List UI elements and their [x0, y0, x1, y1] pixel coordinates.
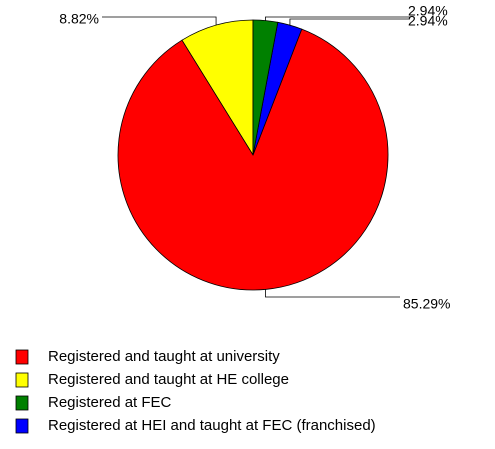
- legend-label: Registered at FEC: [48, 394, 172, 411]
- pie-slice: [252, 19, 279, 156]
- legend-swatch: [15, 418, 29, 434]
- leader-line: [265, 16, 410, 21]
- legend-swatch: [15, 372, 29, 388]
- legend-swatch: [15, 349, 29, 365]
- legend-swatch: [15, 395, 29, 411]
- legend-label: Registered at HEI and taught at FEC (fra…: [48, 417, 376, 434]
- leader-line: [265, 289, 400, 298]
- legend-label: Registered and taught at HE college: [48, 371, 289, 388]
- legend-label: Registered and taught at university: [48, 348, 280, 365]
- data-label: 2.94%: [408, 13, 448, 29]
- data-label: 2.94%: [408, 3, 448, 19]
- leader-line: [289, 18, 410, 26]
- leader-line: [102, 16, 217, 26]
- data-label: 8.82%: [59, 11, 99, 27]
- pie-slice: [117, 28, 389, 291]
- data-label: 85.29%: [403, 296, 450, 312]
